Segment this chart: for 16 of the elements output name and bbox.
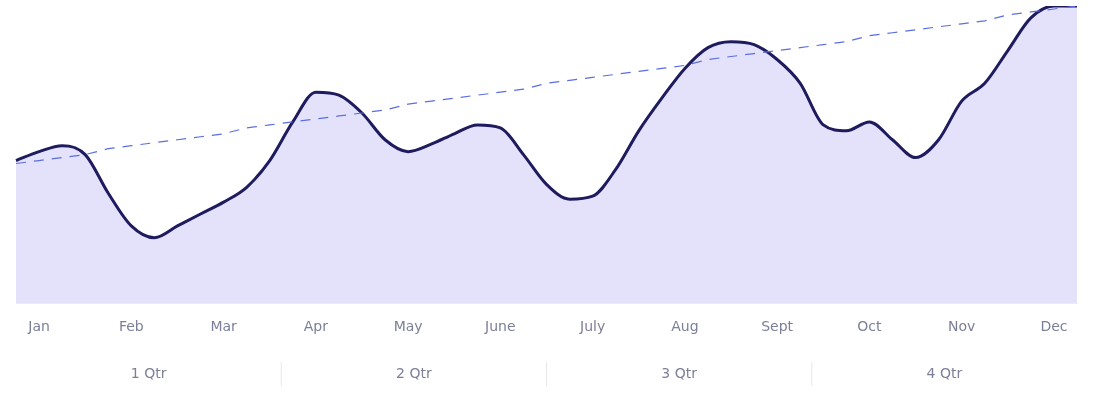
x-tick-label: Apr	[303, 318, 329, 335]
x-tick-label: June	[484, 318, 516, 335]
x-tick-label: Aug	[671, 318, 699, 335]
x-tick-label: July	[579, 318, 606, 335]
text: 1 Qtr	[130, 364, 167, 381]
x-tick-label: May	[393, 318, 423, 335]
x-tick-label: Sept	[761, 318, 794, 335]
x-tick-label: Mar	[210, 318, 238, 335]
x-tick-label: Nov	[948, 318, 976, 335]
x-tick-label: Feb	[118, 318, 144, 335]
x-tick-label: Oct	[857, 318, 883, 335]
text: 4 Qtr	[926, 364, 963, 381]
text: 2 Qtr	[396, 364, 432, 381]
x-tick-label: Jan	[27, 318, 50, 335]
text: 3 Qtr	[661, 364, 698, 381]
x-tick-label: Dec	[1040, 318, 1068, 335]
